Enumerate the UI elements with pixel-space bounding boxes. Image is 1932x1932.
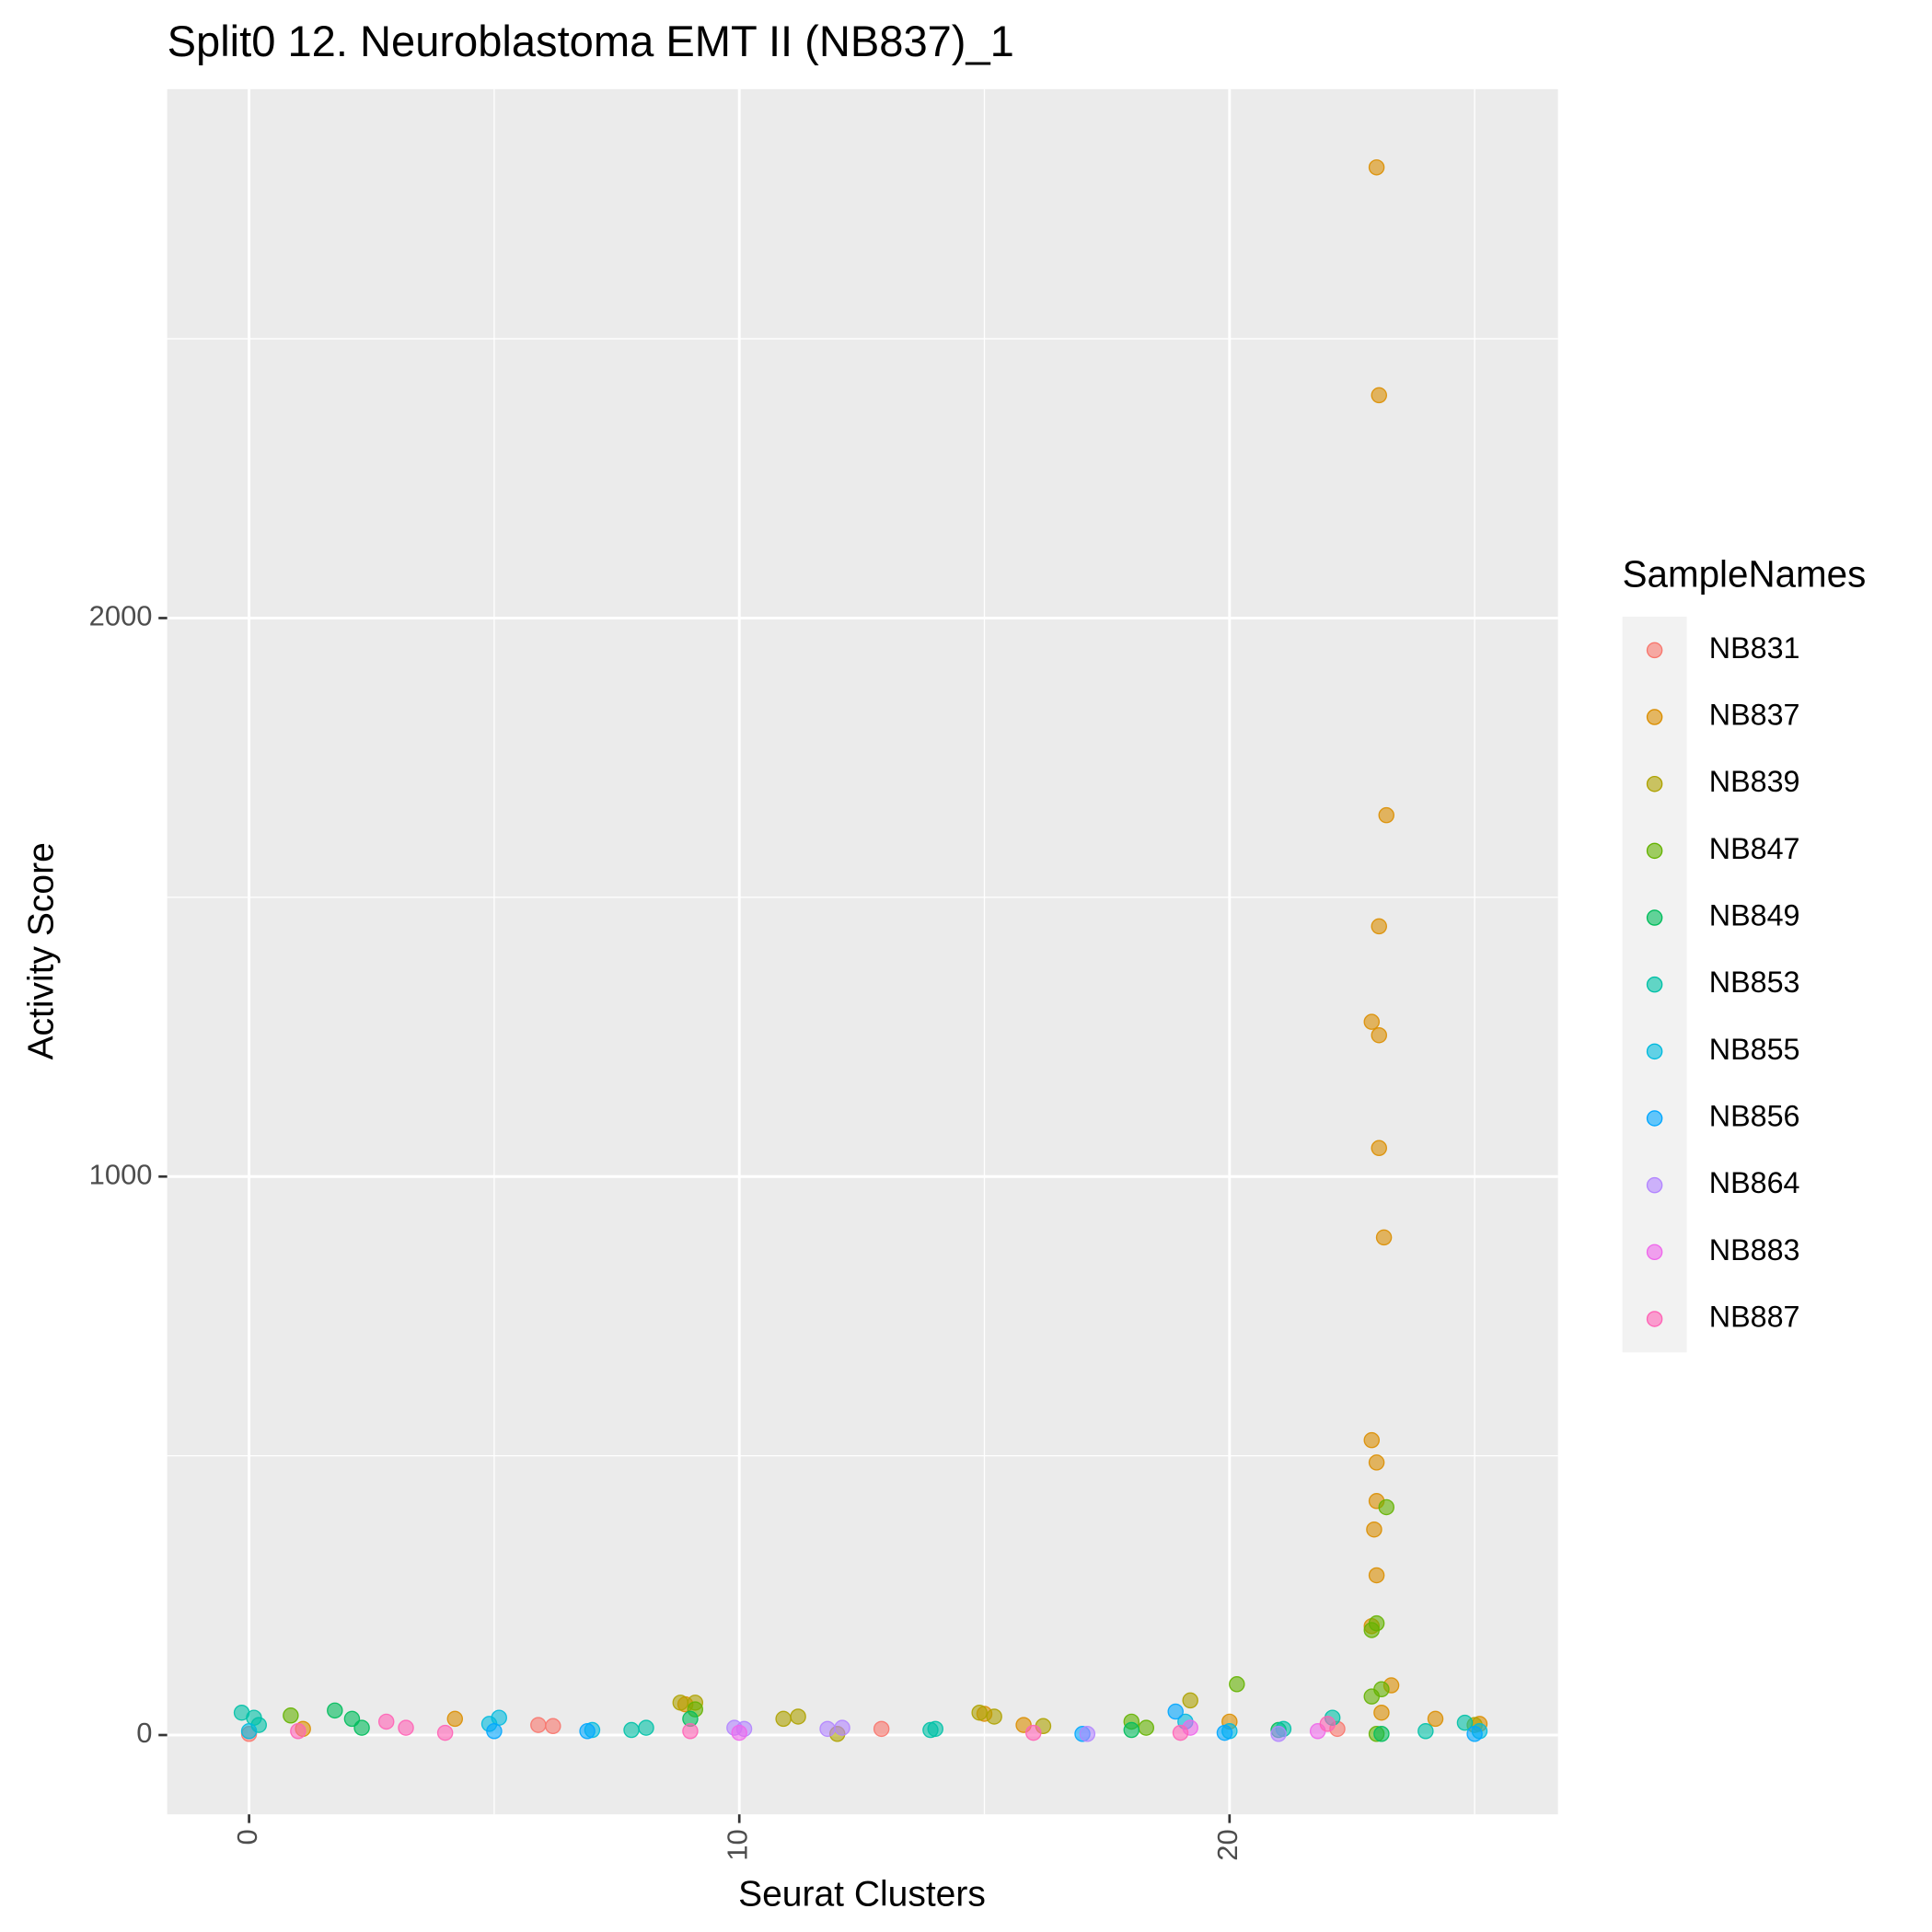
point — [436, 1724, 454, 1741]
point — [1368, 1567, 1385, 1584]
point — [819, 1720, 836, 1738]
point — [1417, 1723, 1434, 1740]
point — [1456, 1714, 1474, 1731]
point — [1368, 159, 1385, 176]
point — [1138, 1719, 1155, 1736]
point — [486, 1723, 503, 1740]
point — [672, 1695, 689, 1711]
legend-key — [1646, 842, 1663, 860]
point — [1378, 806, 1394, 824]
legend-key — [1646, 1176, 1663, 1194]
point — [682, 1723, 699, 1740]
plot-panel — [167, 88, 1558, 1815]
legend-label: NB837 — [1709, 699, 1800, 732]
legend-key — [1646, 909, 1663, 926]
point — [1167, 1703, 1184, 1720]
point — [1373, 1704, 1390, 1721]
x-tick-label: 10 — [721, 1829, 753, 1860]
legend-key — [1646, 1043, 1663, 1060]
y-tick-label: 1000 — [89, 1158, 153, 1190]
point — [1270, 1726, 1287, 1742]
point — [638, 1719, 654, 1736]
y-axis-label: Activity Score — [21, 842, 61, 1059]
legend-key — [1646, 976, 1663, 993]
legend-key — [1646, 709, 1663, 725]
point — [922, 1721, 939, 1739]
point — [731, 1724, 747, 1741]
legend-label: NB831 — [1709, 631, 1800, 665]
point — [623, 1721, 640, 1739]
point — [1229, 1676, 1245, 1693]
point — [1371, 1140, 1387, 1157]
point — [1373, 1726, 1390, 1742]
point — [398, 1719, 414, 1736]
point — [873, 1720, 890, 1738]
point — [1363, 1622, 1381, 1638]
legend-key — [1646, 1244, 1663, 1261]
point — [530, 1717, 547, 1733]
point — [1375, 1229, 1393, 1246]
chart-title: Split0 12. Neuroblastoma EMT II (NB837)_… — [168, 17, 1014, 65]
point — [1366, 1521, 1382, 1538]
point — [1172, 1724, 1189, 1741]
point — [1216, 1724, 1233, 1741]
legend-label: NB855 — [1709, 1033, 1800, 1066]
legend-label: NB883 — [1709, 1233, 1800, 1267]
point — [327, 1702, 343, 1719]
point — [1371, 387, 1387, 404]
point — [545, 1718, 561, 1735]
point — [1371, 918, 1387, 935]
legend-key — [1646, 1110, 1663, 1127]
point — [1182, 1692, 1198, 1709]
point — [283, 1707, 299, 1724]
legend-label: NB849 — [1709, 899, 1800, 932]
point — [579, 1723, 596, 1740]
legend-label: NB853 — [1709, 966, 1800, 999]
point — [1373, 1681, 1390, 1698]
point — [971, 1704, 988, 1721]
point — [1371, 1026, 1387, 1044]
legend-label: NB856 — [1709, 1100, 1800, 1133]
point — [290, 1723, 307, 1740]
legend-key — [1646, 642, 1663, 659]
point — [1427, 1710, 1444, 1728]
y-tick-label: 0 — [136, 1717, 152, 1749]
point — [1368, 1454, 1385, 1471]
point — [1363, 1013, 1381, 1030]
point — [353, 1719, 370, 1736]
point — [377, 1713, 395, 1730]
x-tick-label: 20 — [1211, 1829, 1244, 1860]
point — [1378, 1498, 1394, 1516]
point — [775, 1710, 792, 1728]
legend-label: NB887 — [1709, 1301, 1800, 1334]
legend-label: NB864 — [1709, 1166, 1800, 1199]
point — [1466, 1726, 1483, 1742]
y-tick-label: 2000 — [89, 600, 153, 632]
x-tick-label: 0 — [231, 1829, 263, 1845]
legend-label: NB839 — [1709, 765, 1800, 798]
point — [1025, 1724, 1042, 1741]
x-axis-label: Seurat Clusters — [738, 1874, 986, 1914]
point — [1363, 1431, 1381, 1449]
legend-title: SampleNames — [1623, 553, 1867, 596]
point — [1319, 1716, 1336, 1732]
point — [790, 1708, 806, 1725]
legend-key — [1646, 1311, 1663, 1327]
legend-label: NB847 — [1709, 832, 1800, 865]
point — [240, 1723, 258, 1740]
point — [446, 1710, 464, 1728]
point — [1079, 1726, 1096, 1742]
point — [834, 1719, 850, 1736]
point — [1123, 1721, 1140, 1739]
point — [986, 1708, 1002, 1725]
legend-key — [1646, 775, 1663, 792]
